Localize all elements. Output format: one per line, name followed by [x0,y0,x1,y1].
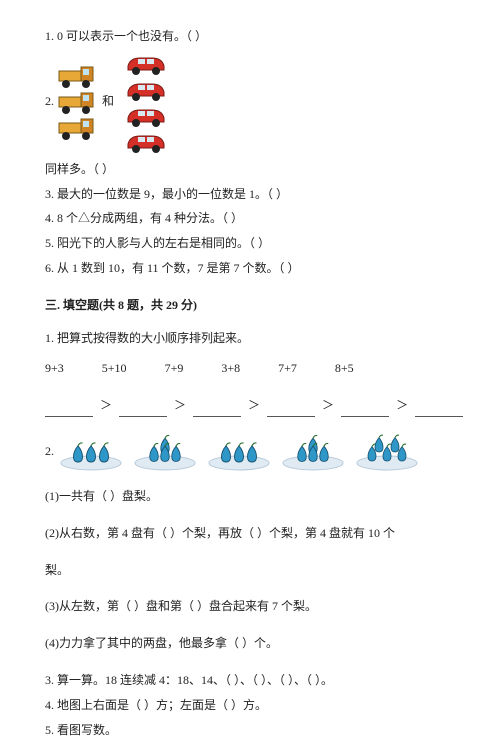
tf-q2-row: 2. 和 [45,50,455,154]
page: 1. 0 可以表示一个也没有。（ ） 2. 和 [0,0,500,741]
p2-4: (4)力力拿了其中的两盘，他最多拿（ ）个。 [45,632,455,655]
expr-row: 9+3 5+10 7+9 3+8 7+7 8+5 [45,357,455,380]
p2-2: (2)从右数，第 4 盘有（ ）个梨，再放（ ）个梨，第 4 盘就有 10 个 [45,522,455,545]
gt-sign: ＞ [245,394,263,417]
section-3-title: 三. 填空题(共 8 题，共 29 分) [45,294,455,317]
tf-q4: 4. 8 个△分成两组，有 4 种分法。（ ） [45,207,455,230]
gt-sign: ＞ [171,394,189,417]
gt-sign: ＞ [393,394,411,417]
plates-group [58,431,420,471]
tf-q2-tail: 同样多。（ ） [45,158,455,181]
blank [341,402,389,417]
tf-q3: 3. 最大的一位数是 9，最小的一位数是 1。（ ） [45,183,455,206]
p2-3: (3)从左数，第（ ）盘和第（ ）盘合起来有 7 个梨。 [45,595,455,618]
gt-sign: ＞ [319,394,337,417]
p2-label: 2. [45,440,54,463]
q2-prefix: 2. [45,90,54,113]
p2-2b: 梨。 [45,559,455,582]
fill-p4: 4. 地图上右面是（ ）方；左面是（ ）方。 [45,694,455,717]
p2-2a: (2)从右数，第 4 盘有（ ）个梨，再放（ ）个梨，第 4 盘就有 10 个 [45,526,395,540]
blank [415,402,463,417]
expr-e: 7+7 [278,357,297,380]
trucks-group [58,63,98,141]
p2-1: (1)一共有（ ）盘梨。 [45,485,455,508]
gt-sign: ＞ [97,394,115,417]
cars-group [124,50,168,154]
q2-and: 和 [102,90,114,113]
expr-b: 5+10 [102,357,127,380]
ordering-blanks: ＞ ＞ ＞ ＞ ＞ [45,394,455,417]
tf-q1: 1. 0 可以表示一个也没有。（ ） [45,25,455,48]
blank [119,402,167,417]
expr-c: 7+9 [165,357,184,380]
fill-p3: 3. 算一算。18 连续减 4：18、14、（ ）、（ ）、（ ）、（ ）。 [45,669,455,692]
expr-d: 3+8 [221,357,240,380]
tf-q5: 5. 阳光下的人影与人的左右是相同的。（ ） [45,232,455,255]
fill-p1: 1. 把算式按得数的大小顺序排列起来。 [45,327,455,350]
blank [45,402,93,417]
plates-row: 2. [45,431,455,471]
tf-q6: 6. 从 1 数到 10，有 11 个数，7 是第 7 个数。（ ） [45,257,455,280]
fill-p5: 5. 看图写数。 [45,719,455,741]
expr-a: 9+3 [45,357,64,380]
expr-f: 8+5 [335,357,354,380]
blank [193,402,241,417]
blank [267,402,315,417]
